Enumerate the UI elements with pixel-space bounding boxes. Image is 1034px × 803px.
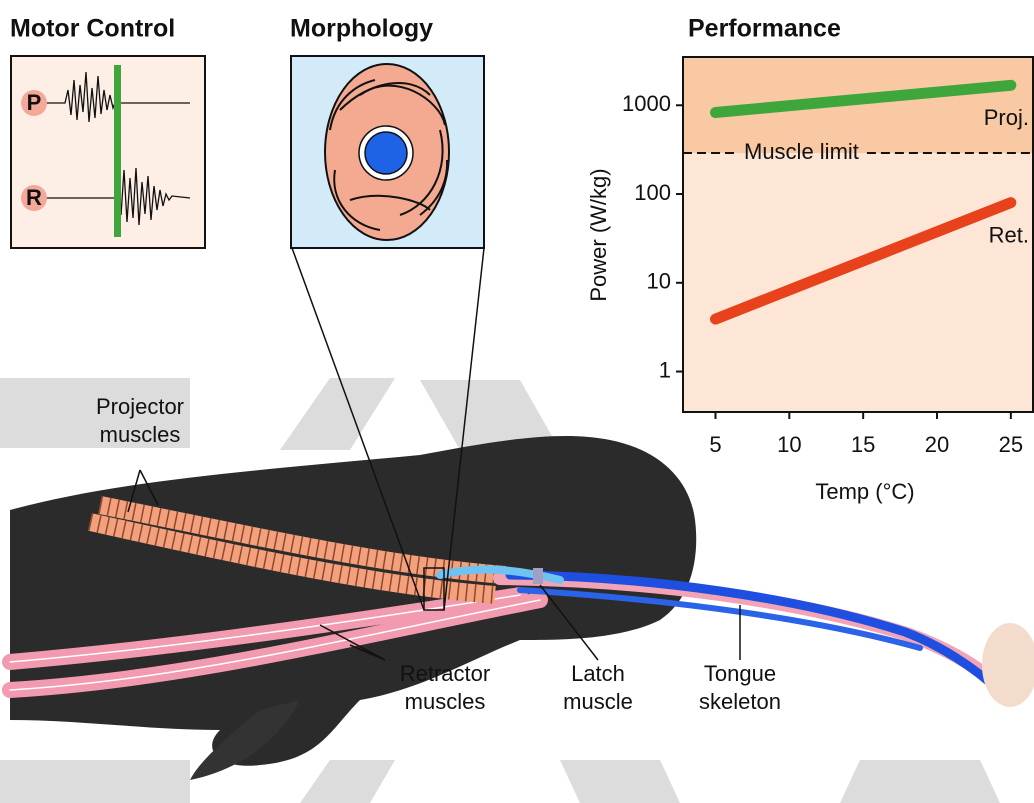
panel-title: Morphology (290, 15, 433, 43)
x-tick-label: 10 (777, 432, 801, 457)
x-tick-label: 15 (851, 432, 875, 457)
chart-title: Performance (688, 15, 841, 43)
panel-box (11, 56, 205, 248)
panel-title: Motor Control (10, 15, 175, 43)
trace-label: P (27, 90, 42, 115)
y-tick-label: 10 (647, 269, 671, 294)
y-tick-label: 1000 (622, 91, 671, 116)
series-label: Proj. (984, 105, 1029, 130)
x-tick-label: 25 (999, 432, 1023, 457)
plot: Muscle limit 1 10 100 1000 5 10 15 20 25 Proj. Ret. (622, 57, 1033, 457)
y-tick-label: 1 (659, 357, 671, 382)
annotation: skeleton (699, 689, 781, 714)
x-tick-label: 20 (925, 432, 949, 457)
annotation: Tongue (704, 661, 776, 686)
annotation: Retractor (400, 661, 490, 686)
trace-label: R (26, 185, 42, 210)
onset-marker (114, 65, 121, 237)
page: Projector muscles Retractor muscles Latc… (0, 0, 1034, 803)
annotation: muscles (100, 422, 181, 447)
x-tick-label: 5 (709, 432, 721, 457)
annotation: Latch (571, 661, 625, 686)
figure: Projector muscles Retractor muscles Latc… (0, 0, 1034, 803)
region-below (683, 153, 1033, 412)
x-axis-label: Temp (°C) (815, 479, 914, 504)
y-tick-label: 100 (634, 180, 671, 205)
annotation: muscle (563, 689, 633, 714)
annotation: muscles (405, 689, 486, 714)
annotation: Projector (96, 394, 184, 419)
cross-section (325, 64, 449, 240)
y-axis-label: Power (W/kg) (586, 168, 611, 301)
reference-label: Muscle limit (744, 139, 859, 164)
series-label: Ret. (989, 222, 1029, 247)
salamander-body (10, 436, 696, 766)
